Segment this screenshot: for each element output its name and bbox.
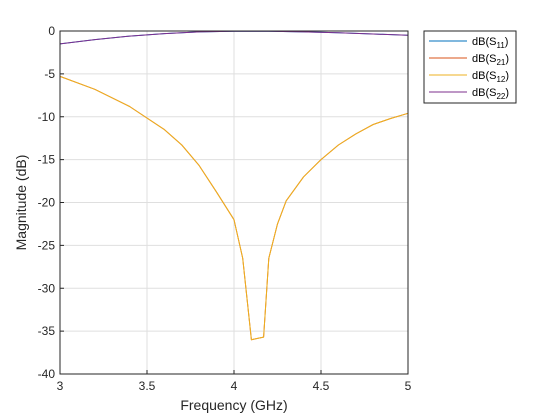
y-tick-label: -30 [38, 281, 56, 295]
legend-entry-base: dB(S [472, 87, 496, 99]
x-tick-label: 3 [57, 379, 64, 393]
y-tick-label: -20 [38, 196, 56, 210]
legend-entry-end: ) [505, 53, 509, 65]
y-tick-label: -5 [44, 67, 55, 81]
legend-entry-base: dB(S [472, 70, 496, 82]
y-tick-label: -35 [38, 324, 56, 338]
legend-entry-end: ) [505, 87, 509, 99]
legend-entry-base: dB(S [472, 36, 496, 48]
legend-entry-end: ) [505, 36, 509, 48]
tick-layer: 3 3.5 4 4.5 5 0 -5 -10 -15 -20 -25 -30 -35 -40 [38, 24, 412, 393]
legend-entry-subscript: 21 [496, 58, 505, 67]
y-tick-label: -15 [38, 153, 56, 167]
legend-box [423, 30, 517, 104]
y-tick-label: -25 [38, 238, 56, 252]
x-tick-label: 3.5 [139, 379, 156, 393]
y-tick-label: 0 [48, 24, 55, 38]
legend-entry: dB(S21) [472, 53, 509, 67]
y-tick-label: -40 [38, 367, 56, 381]
series-line-3 [59, 75, 409, 341]
x-tick-label: 4 [231, 379, 238, 393]
legend-entry: dB(S12) [472, 70, 509, 84]
legend-entry: dB(S11) [472, 36, 508, 50]
x-tick-label: 4.5 [313, 379, 330, 393]
legend-entry: dB(S22) [472, 87, 509, 101]
x-axis-label: Frequency (GHz) [180, 397, 287, 413]
legend-entry-end: ) [505, 70, 509, 82]
grid-lines [59, 30, 409, 375]
legend-entry-base: dB(S [472, 53, 496, 65]
legend-entry-subscript: 22 [496, 92, 505, 101]
legend: dB(S11)dB(S21)dB(S12)dB(S22) [423, 30, 517, 104]
y-tick-label: -10 [38, 110, 56, 124]
y-axis-label: Magnitude (dB) [13, 155, 29, 251]
x-tick-label: 5 [405, 379, 412, 393]
legend-entry-subscript: 12 [496, 75, 505, 84]
legend-entry-subscript: 11 [496, 41, 505, 50]
